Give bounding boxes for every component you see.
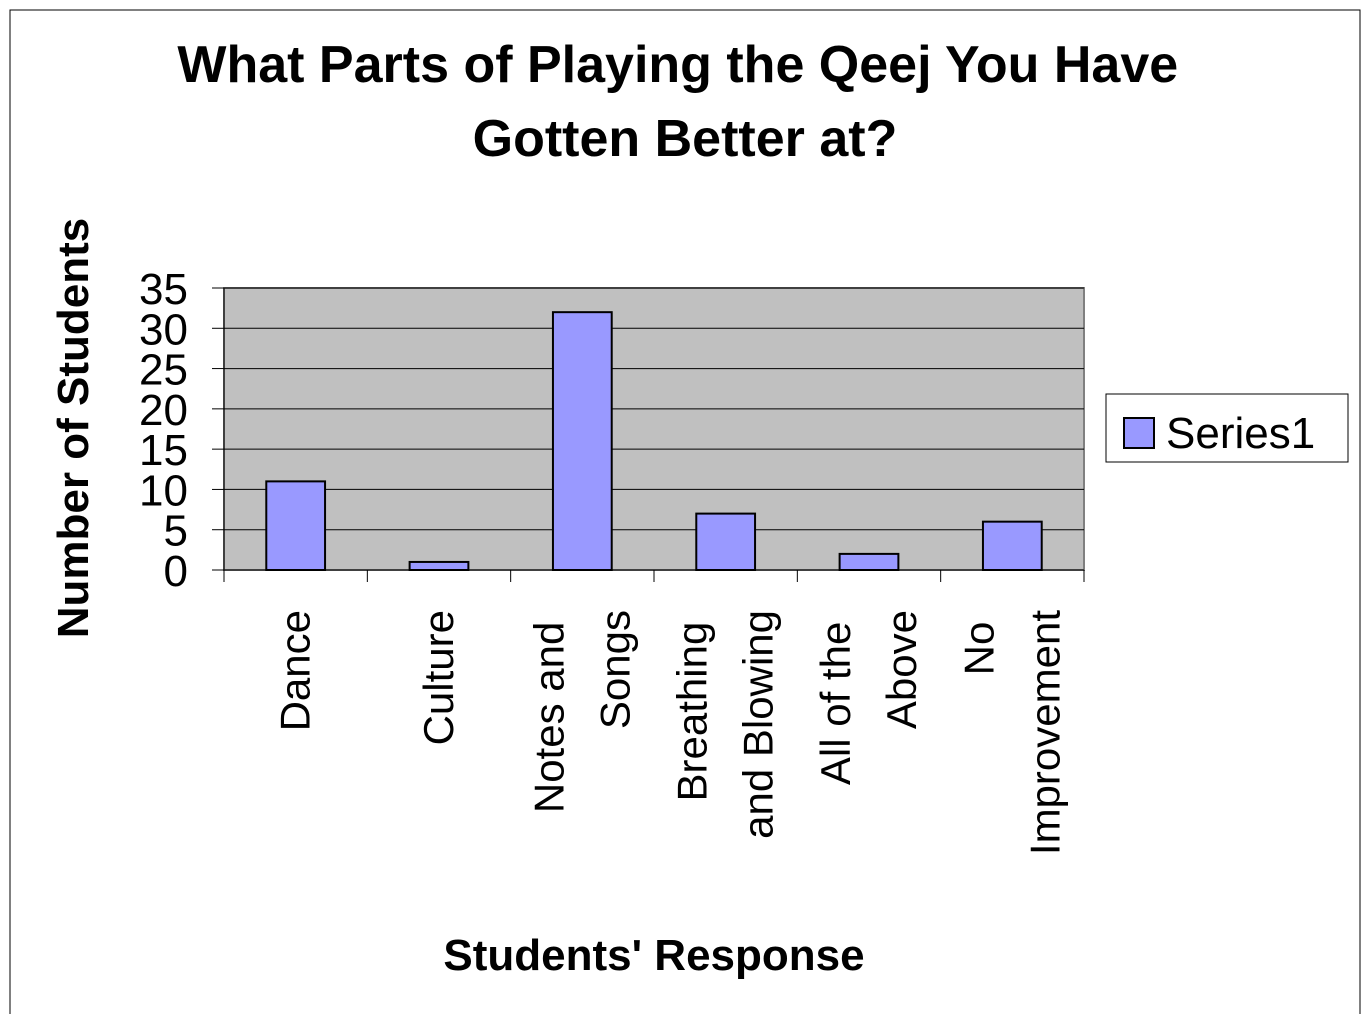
legend-swatch: [1123, 417, 1155, 449]
bar: [265, 480, 327, 571]
y-tick-label: 5: [164, 507, 188, 556]
y-tick-label: 10: [139, 466, 188, 515]
chart-title: What Parts of Playing the Qeej You Have …: [177, 36, 1192, 168]
bar: [695, 512, 757, 571]
x-tick-label: Dance: [272, 610, 319, 731]
bar: [838, 552, 900, 572]
x-tick-label-group: Notes and Songs: [525, 610, 638, 813]
x-tick-label-group: Culture: [415, 610, 462, 745]
x-axis-label: Students' Response: [443, 931, 864, 980]
y-tick-label: 35: [139, 265, 188, 314]
x-tick-label-group: All of the Above: [812, 610, 925, 785]
y-tick-label: 30: [139, 305, 188, 354]
y-axis-label: Number of Students: [49, 218, 98, 638]
x-tick-label: Notes and Songs: [525, 610, 638, 813]
x-tick-label-group: Dance: [272, 610, 319, 731]
x-tick-label: Breathing and Blowing: [669, 610, 782, 839]
x-tick-label: No Improvement: [955, 610, 1068, 855]
bar: [408, 560, 470, 572]
y-tick-label: 20: [139, 386, 188, 435]
legend-label: Series1: [1166, 409, 1315, 458]
bar: [551, 311, 613, 571]
x-tick-label: All of the Above: [812, 610, 925, 785]
plot-area: [223, 287, 1085, 571]
x-tick-label-group: No Improvement: [955, 610, 1068, 855]
y-tick-label: 15: [139, 426, 188, 475]
x-tick-label: Culture: [415, 610, 462, 745]
x-tick-label-group: Breathing and Blowing: [669, 610, 782, 839]
y-tick-label: 0: [164, 547, 188, 596]
y-tick-label: 25: [139, 346, 188, 395]
bar: [981, 520, 1043, 572]
